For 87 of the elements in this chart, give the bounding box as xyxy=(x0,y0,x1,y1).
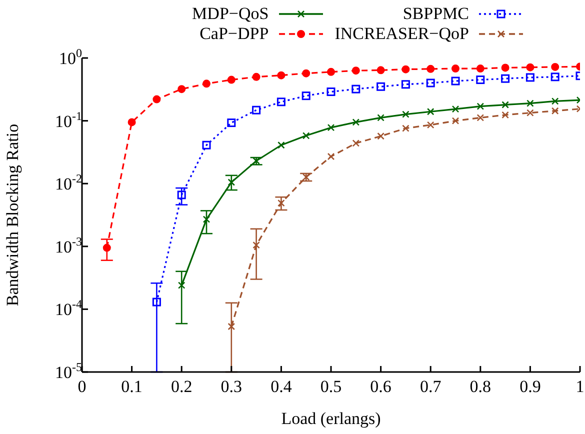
point xyxy=(278,199,285,207)
point xyxy=(152,95,161,104)
point xyxy=(302,92,310,100)
point xyxy=(502,101,509,108)
point xyxy=(526,63,534,72)
point xyxy=(526,109,534,116)
point xyxy=(327,124,335,132)
point xyxy=(302,173,310,181)
point xyxy=(476,76,485,84)
point xyxy=(352,140,360,147)
point xyxy=(352,84,360,94)
x-tick-label: 0.1 xyxy=(121,377,142,396)
x-tick-label: 0.7 xyxy=(420,377,442,396)
legend-label: INCREASER−QoP xyxy=(334,24,469,44)
point xyxy=(227,76,236,84)
point xyxy=(252,106,261,114)
point xyxy=(252,72,260,81)
point xyxy=(377,132,384,140)
point xyxy=(476,64,484,73)
point xyxy=(128,118,136,126)
point xyxy=(501,74,510,83)
legend-label: SBPPMC xyxy=(402,4,469,24)
point xyxy=(202,140,211,150)
x-tick-label: 0.5 xyxy=(320,377,342,396)
point xyxy=(402,110,410,118)
x-tick-label: 0.6 xyxy=(370,377,392,396)
point xyxy=(326,88,336,96)
point xyxy=(376,82,386,91)
point xyxy=(377,114,384,122)
point xyxy=(227,118,236,128)
point xyxy=(426,78,435,88)
x-tick-label: 1 xyxy=(576,377,584,396)
point xyxy=(452,117,460,124)
x-tick-label: 0.8 xyxy=(470,377,492,396)
point xyxy=(252,157,260,165)
legend-label: CaP−DPP xyxy=(200,24,269,44)
point xyxy=(501,64,510,72)
x-tick-label: 0.3 xyxy=(220,377,242,396)
point xyxy=(551,62,560,71)
point xyxy=(426,64,435,73)
point xyxy=(426,108,434,116)
point xyxy=(302,69,310,78)
point xyxy=(526,73,534,82)
point xyxy=(152,298,161,306)
point xyxy=(476,102,484,110)
point xyxy=(401,80,410,89)
point xyxy=(550,72,560,82)
point xyxy=(277,71,286,80)
point xyxy=(426,121,434,129)
point xyxy=(451,76,460,86)
point xyxy=(502,111,509,119)
point xyxy=(177,190,186,200)
legend-label: MDP−QoS xyxy=(192,4,269,24)
point xyxy=(551,107,559,115)
point xyxy=(551,98,559,105)
point xyxy=(352,118,360,126)
y-tick-label: 10$^{-3}$ xyxy=(55,234,82,256)
point xyxy=(276,98,286,106)
x-tick-label: 0.9 xyxy=(520,377,541,396)
y-tick-label: 10$^{0}$ xyxy=(59,46,82,68)
point xyxy=(228,178,236,186)
point xyxy=(526,100,534,107)
point xyxy=(178,85,186,94)
point xyxy=(202,80,210,88)
point xyxy=(278,141,285,149)
point xyxy=(202,216,210,223)
point xyxy=(402,65,410,74)
point xyxy=(352,66,360,75)
point xyxy=(252,241,260,249)
x-tick-label: 0.4 xyxy=(270,377,292,396)
point xyxy=(302,132,310,140)
x-axis-title: Load (erlangs) xyxy=(281,409,381,428)
point xyxy=(228,322,236,330)
y-tick-label: 10$^{-2}$ xyxy=(55,172,82,194)
y-tick-label: 10$^{-4}$ xyxy=(55,297,82,320)
point xyxy=(402,124,410,132)
point xyxy=(452,64,460,73)
y-axis-title: Bandwidth Blocking Ratio xyxy=(3,124,22,306)
point xyxy=(327,68,335,76)
point xyxy=(376,66,385,74)
point xyxy=(327,152,335,160)
point xyxy=(452,105,460,113)
point xyxy=(476,114,484,122)
x-tick-label: 0.2 xyxy=(170,377,192,396)
y-tick-label: 10$^{-1}$ xyxy=(55,108,82,131)
point xyxy=(178,282,186,289)
point xyxy=(102,244,111,252)
